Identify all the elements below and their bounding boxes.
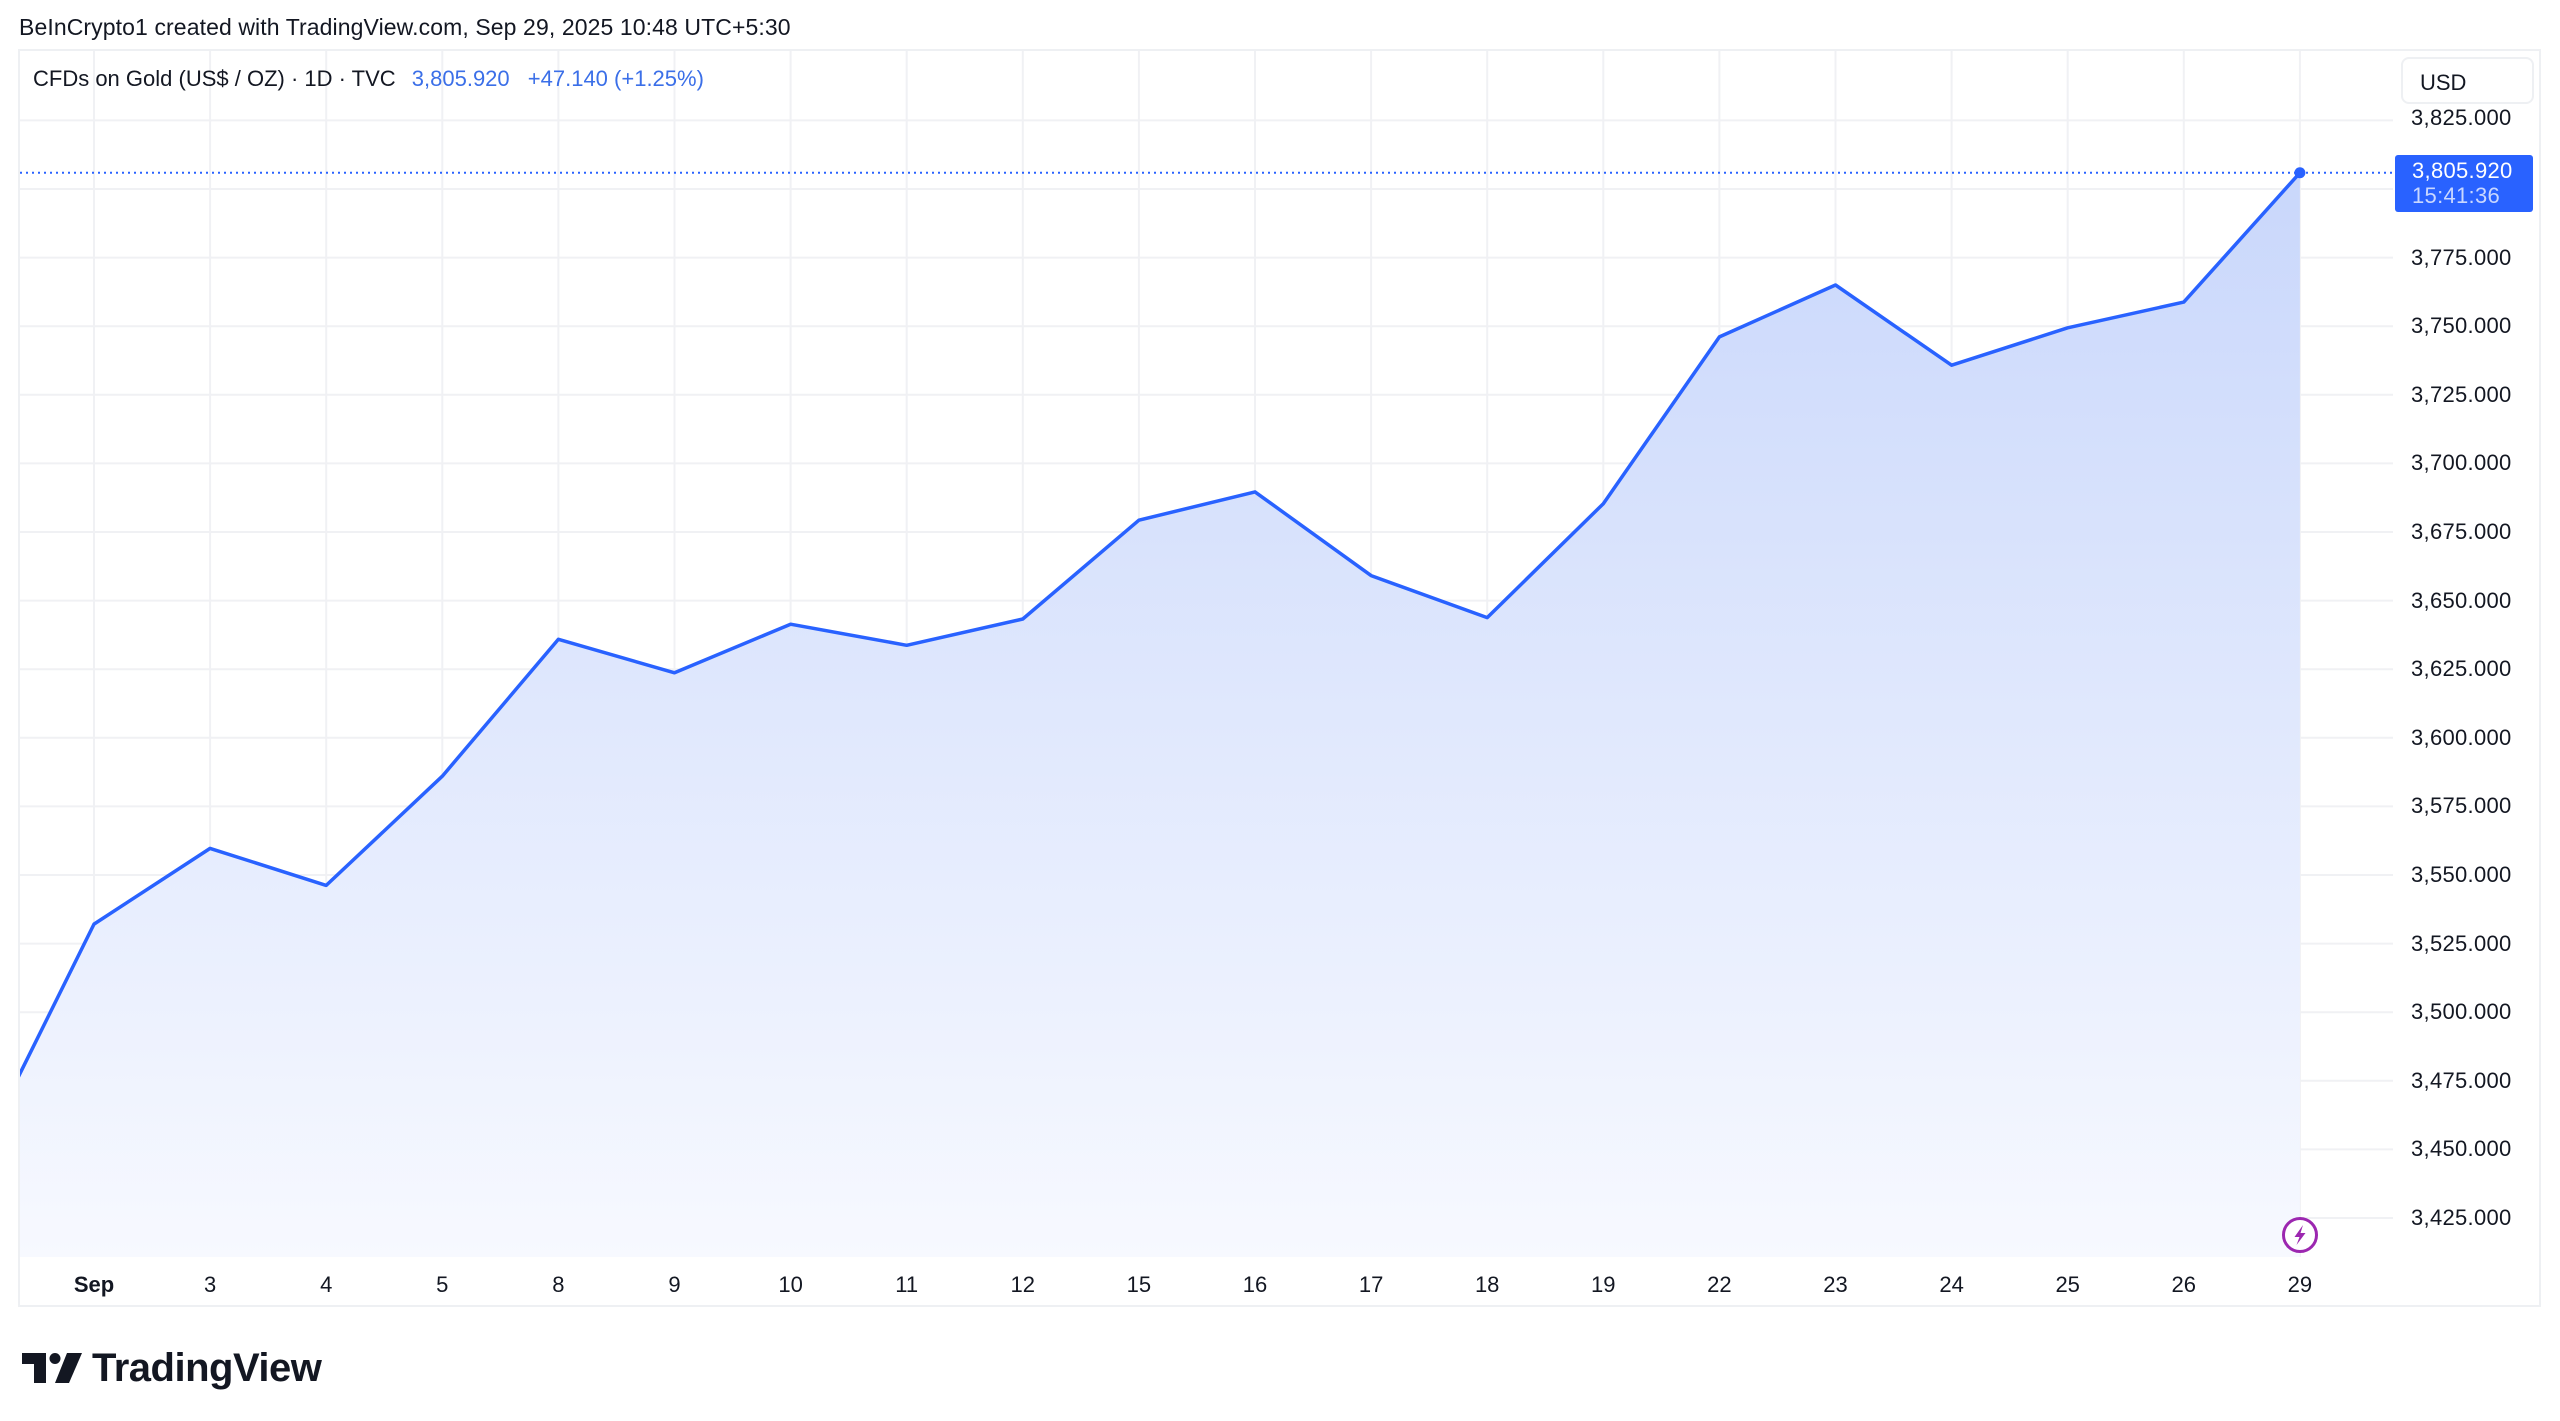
time-axis-label: 17 bbox=[1358, 1272, 1384, 1297]
currency-selector-button[interactable]: USD bbox=[2401, 57, 2534, 104]
bar-countdown: 15:41:36 bbox=[2412, 183, 2501, 208]
time-axis-label: 26 bbox=[2171, 1272, 2197, 1297]
time-axis-label: 5 bbox=[436, 1272, 449, 1297]
time-axis-label: 25 bbox=[2055, 1272, 2080, 1297]
time-axis-label: 22 bbox=[1707, 1272, 1732, 1297]
time-axis-label: 19 bbox=[1591, 1272, 1616, 1297]
price-axis-label: 3,725.000 bbox=[2411, 381, 2512, 407]
price-axis-label: 3,550.000 bbox=[2411, 862, 2512, 887]
last-price-dot bbox=[2294, 167, 2306, 179]
price-axis-label: 3,750.000 bbox=[2411, 313, 2512, 339]
symbol-legend: CFDs on Gold (US$ / OZ) · 1D · TVC 3,805… bbox=[33, 66, 704, 92]
chart-frame bbox=[18, 49, 2541, 1307]
tradingview-logo-icon bbox=[22, 1353, 82, 1383]
time-axis-label: 18 bbox=[1474, 1272, 1500, 1297]
price-axis-label: 3,450.000 bbox=[2411, 1136, 2512, 1162]
price-axis-label: 3,475.000 bbox=[2411, 1067, 2512, 1093]
time-axis-label: 16 bbox=[1242, 1272, 1268, 1297]
time-axis-label: 4 bbox=[320, 1272, 333, 1297]
last-price-tag: 3,805.920 15:41:36 bbox=[2395, 155, 2533, 212]
price-change-value: +47.140 (+1.25%) bbox=[527, 66, 704, 91]
time-axis-label: 23 bbox=[1823, 1272, 1848, 1297]
price-axis-label: 3,575.000 bbox=[2411, 793, 2512, 819]
price-axis-label: 3,525.000 bbox=[2411, 930, 2512, 956]
time-axis-label: 9 bbox=[668, 1272, 681, 1297]
price-axis-label: 3,425.000 bbox=[2411, 1205, 2512, 1230]
chart-credit: BeInCrypto1 created with TradingView.com… bbox=[19, 14, 791, 40]
time-axis-label: 10 bbox=[778, 1272, 803, 1297]
price-area-fill bbox=[20, 172, 2300, 1257]
price-axis-label: 3,675.000 bbox=[2411, 519, 2512, 544]
symbol-title[interactable]: CFDs on Gold (US$ / OZ) · 1D · TVC bbox=[33, 66, 396, 91]
price-axis-label: 3,625.000 bbox=[2411, 656, 2512, 682]
price-axis-label: 3,650.000 bbox=[2411, 587, 2512, 613]
last-price-tag-value: 3,805.920 bbox=[2412, 158, 2513, 183]
time-axis-label: 8 bbox=[552, 1272, 565, 1297]
tradingview-logo[interactable]: TradingView bbox=[22, 1345, 322, 1390]
time-axis-label: 12 bbox=[1010, 1272, 1036, 1297]
time-axis-label: 11 bbox=[895, 1272, 919, 1297]
price-axis-label: 3,825.000 bbox=[2411, 105, 2512, 131]
time-axis-label: 15 bbox=[1126, 1272, 1152, 1297]
last-price-value: 3,805.920 bbox=[411, 66, 510, 91]
time-axis-label: 24 bbox=[1939, 1272, 1964, 1297]
price-axis-label: 3,775.000 bbox=[2411, 244, 2512, 270]
lightning-event-icon[interactable] bbox=[2281, 1216, 2319, 1254]
time-axis-label: 3 bbox=[203, 1272, 217, 1297]
price-line bbox=[20, 171, 2302, 1078]
price-axis-label: 3,500.000 bbox=[2411, 999, 2512, 1025]
price-axis-label: 3,700.000 bbox=[2411, 450, 2512, 476]
time-axis-label: Sep bbox=[73, 1272, 115, 1297]
tradingview-wordmark: TradingView bbox=[92, 1345, 322, 1390]
time-axis-label: 29 bbox=[2287, 1272, 2313, 1297]
price-axis-label: 3,600.000 bbox=[2411, 724, 2512, 750]
